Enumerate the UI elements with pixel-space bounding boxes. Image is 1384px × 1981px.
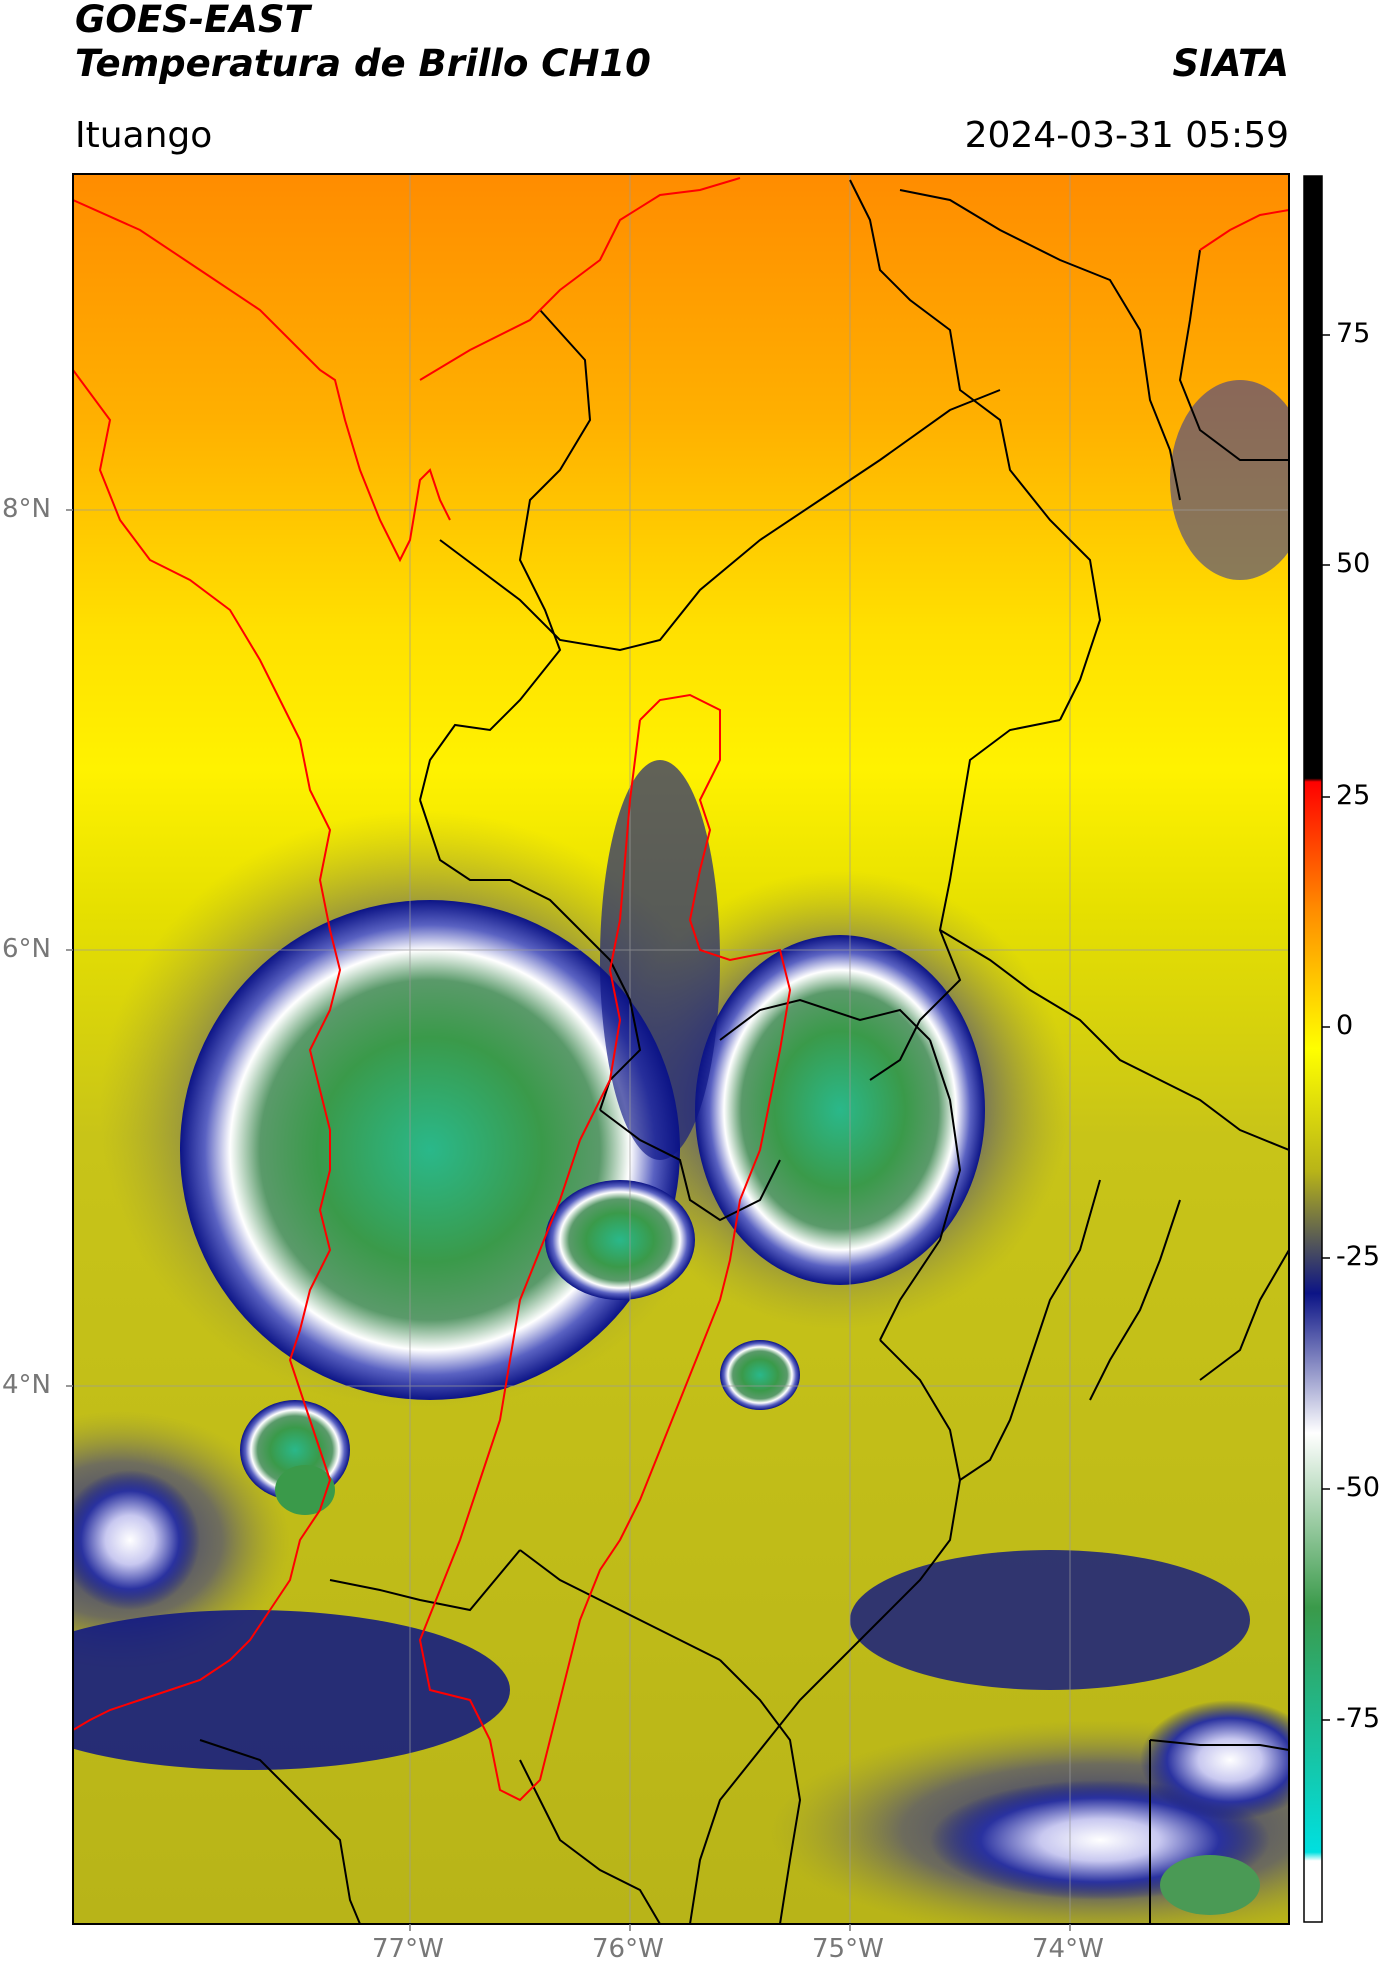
colorbar-tick-minus25: -25 [1336, 1241, 1381, 1272]
colorbar-tick-minus75: -75 [1336, 1703, 1381, 1734]
lon-label-75w: 75°W [812, 1934, 884, 1964]
satellite-title: GOES-EAST [75, 0, 310, 41]
region-label: Ituango [75, 115, 213, 156]
timestamp-label: 2024-03-31 05:59 [964, 115, 1289, 156]
colorbar-tick-25: 25 [1336, 780, 1371, 811]
lat-label-4n: 4°N [2, 1370, 51, 1400]
lat-label-6n: 6°N [2, 934, 51, 964]
department-boundaries [199, 179, 1289, 1924]
colorbar-tick-50: 50 [1336, 548, 1371, 579]
colorbar-tick-minus50: -50 [1336, 1472, 1381, 1503]
colorbar-tick-0: 0 [1336, 1010, 1354, 1041]
product-title: Temperatura de Brillo CH10 [75, 42, 651, 85]
axis-ticks [66, 509, 1071, 1931]
map-frame [72, 173, 1290, 1925]
lon-label-77w: 77°W [372, 1934, 444, 1964]
colorbar [1303, 175, 1323, 1923]
lon-label-76w: 76°W [592, 1934, 664, 1964]
graticule [73, 174, 1289, 1924]
coastline-and-basin [73, 177, 1289, 1802]
colorbar-tick-75: 75 [1336, 318, 1371, 349]
lon-label-74w: 74°W [1032, 1934, 1104, 1964]
brand-label: SIATA [1172, 42, 1289, 85]
colorbar-ticks [1322, 334, 1330, 1721]
lat-label-8n: 8°N [2, 494, 51, 524]
